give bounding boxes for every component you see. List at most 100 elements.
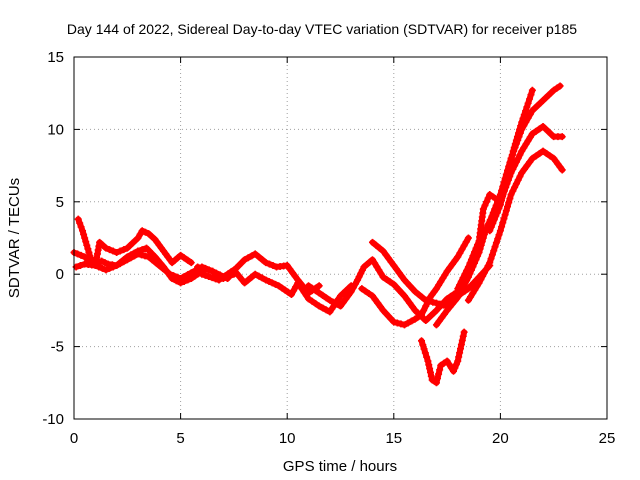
data-point-plus bbox=[265, 260, 273, 268]
data-point-plus bbox=[312, 300, 320, 308]
data-point-plus bbox=[422, 296, 430, 304]
data-point-plus bbox=[187, 269, 195, 277]
series-sat-c bbox=[70, 227, 195, 270]
data-point-plus bbox=[258, 274, 266, 282]
data-series bbox=[70, 82, 566, 387]
data-point-plus bbox=[509, 147, 517, 155]
data-point-plus bbox=[502, 180, 510, 188]
data-point-plus bbox=[77, 251, 85, 259]
data-point-plus bbox=[425, 361, 433, 369]
data-point-plus bbox=[460, 242, 468, 250]
data-point-plus bbox=[454, 285, 462, 293]
data-point-plus bbox=[88, 259, 96, 267]
data-point-plus bbox=[418, 311, 426, 319]
data-point-plus bbox=[427, 372, 435, 380]
data-point-plus bbox=[361, 287, 369, 295]
data-point-plus bbox=[268, 279, 276, 287]
data-point-plus bbox=[517, 122, 525, 130]
data-point-plus bbox=[432, 299, 440, 307]
data-point-plus bbox=[451, 256, 459, 264]
y-tick-label: -5 bbox=[51, 339, 64, 356]
data-point-plus bbox=[79, 227, 87, 235]
data-point-plus bbox=[486, 259, 494, 267]
data-point-plus bbox=[500, 188, 508, 196]
data-point-plus bbox=[546, 152, 554, 160]
data-point-plus bbox=[419, 341, 427, 349]
data-point-plus bbox=[501, 211, 509, 219]
data-point-plus bbox=[507, 155, 515, 163]
data-point-plus bbox=[558, 133, 566, 141]
data-point-plus bbox=[177, 251, 185, 259]
data-point-plus bbox=[446, 264, 454, 272]
data-point-plus bbox=[458, 245, 466, 253]
data-point-plus bbox=[197, 264, 205, 272]
data-point-plus bbox=[152, 259, 160, 267]
data-point-plus bbox=[255, 272, 263, 280]
data-point-plus bbox=[368, 292, 376, 300]
data-point-plus bbox=[315, 289, 323, 297]
data-point-plus bbox=[520, 165, 528, 173]
data-point-plus bbox=[459, 332, 467, 340]
data-point-plus bbox=[319, 304, 327, 312]
data-point-plus bbox=[490, 247, 498, 255]
data-point-plus bbox=[258, 256, 266, 264]
data-point-plus bbox=[499, 219, 507, 227]
data-point-plus bbox=[74, 250, 82, 258]
data-point-plus bbox=[326, 296, 334, 304]
data-point-plus bbox=[379, 247, 387, 255]
data-point-plus bbox=[319, 291, 327, 299]
data-point-plus bbox=[390, 318, 398, 326]
data-point-plus bbox=[459, 274, 467, 282]
data-point-plus bbox=[141, 252, 149, 260]
data-point-plus bbox=[205, 266, 213, 274]
data-point-plus bbox=[528, 86, 536, 94]
data-point-plus bbox=[305, 282, 313, 290]
data-point-plus bbox=[251, 270, 259, 278]
data-point-plus bbox=[84, 245, 92, 253]
data-point-plus bbox=[496, 227, 504, 235]
data-point-plus bbox=[106, 246, 114, 254]
data-point-plus bbox=[526, 95, 534, 103]
data-point-plus bbox=[342, 295, 350, 303]
series-sat-i bbox=[418, 328, 468, 387]
data-point-plus bbox=[492, 212, 500, 220]
series-sat-g bbox=[358, 234, 472, 329]
data-point-plus bbox=[404, 319, 412, 327]
data-point-plus bbox=[177, 275, 185, 283]
data-point-plus bbox=[524, 99, 532, 107]
series-sat-l bbox=[464, 147, 566, 304]
x-tick-label: 15 bbox=[385, 430, 402, 447]
data-point-plus bbox=[520, 111, 528, 119]
data-point-plus bbox=[287, 290, 295, 298]
data-point-plus bbox=[500, 215, 508, 223]
data-point-plus bbox=[501, 184, 509, 192]
data-point-plus bbox=[76, 262, 84, 270]
data-point-plus bbox=[452, 360, 460, 368]
data-point-plus bbox=[426, 365, 434, 373]
data-point-plus bbox=[503, 176, 511, 184]
data-point-plus bbox=[248, 252, 256, 260]
data-point-plus bbox=[495, 231, 503, 239]
data-point-plus bbox=[358, 285, 366, 293]
data-point-plus bbox=[539, 147, 547, 155]
data-point-plus bbox=[102, 266, 110, 274]
data-point-plus bbox=[376, 244, 384, 252]
data-point-plus bbox=[511, 140, 519, 148]
data-point-plus bbox=[495, 204, 503, 212]
data-point-plus bbox=[526, 158, 534, 166]
data-point-plus bbox=[372, 241, 380, 249]
data-point-plus bbox=[337, 302, 344, 310]
data-point-plus bbox=[516, 125, 524, 133]
data-point-plus bbox=[395, 269, 403, 277]
data-point-plus bbox=[512, 158, 520, 166]
data-point-plus bbox=[286, 265, 294, 273]
x-tick-label: 20 bbox=[492, 430, 509, 447]
data-point-plus bbox=[138, 251, 146, 259]
data-point-plus bbox=[462, 238, 470, 246]
data-point-plus bbox=[379, 273, 387, 281]
data-point-plus bbox=[528, 130, 536, 138]
data-point-plus bbox=[512, 180, 520, 188]
data-point-plus bbox=[486, 191, 494, 199]
data-point-plus bbox=[471, 248, 479, 256]
